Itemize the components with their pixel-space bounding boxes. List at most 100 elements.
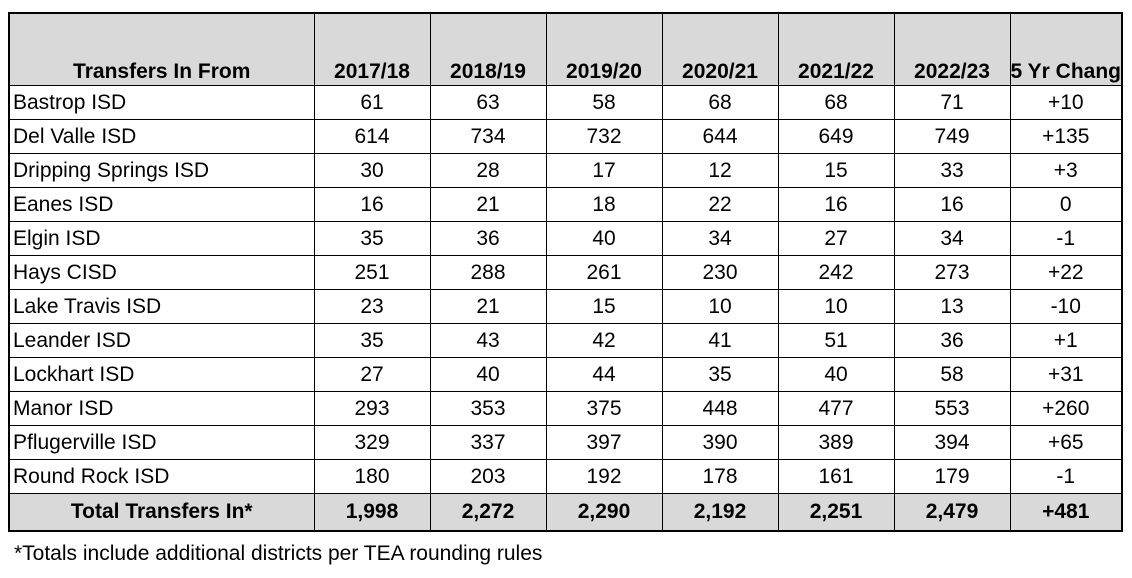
district-name-cell: Hays CISD — [8, 255, 315, 290]
year-value-cell: 13 — [893, 289, 1011, 324]
change-value-cell: +22 — [1009, 255, 1123, 290]
table-row: Eanes ISD 16 21 18 22 16 16 0 — [8, 187, 1123, 222]
year-value-cell: 30 — [313, 153, 431, 188]
table-row: Hays CISD 251 288 261 230 242 273 +22 — [8, 255, 1123, 290]
year-value-cell: 329 — [313, 425, 431, 460]
year-value-cell: 16 — [313, 187, 431, 222]
year-value-cell: 394 — [893, 425, 1011, 460]
change-value-cell: +260 — [1009, 391, 1123, 426]
year-value-cell: 21 — [429, 289, 547, 324]
year-value-cell: 34 — [661, 221, 779, 256]
change-value-cell: -1 — [1009, 459, 1123, 494]
year-value-cell: 180 — [313, 459, 431, 494]
year-value-cell: 16 — [893, 187, 1011, 222]
district-name-cell: Elgin ISD — [8, 221, 315, 256]
year-value-cell: 242 — [777, 255, 895, 290]
table-row: Lake Travis ISD 23 21 15 10 10 13 -10 — [8, 289, 1123, 324]
transfers-in-table: Transfers In From 2017/18 2018/19 2019/20 20… — [8, 12, 1123, 532]
change-value-cell: -10 — [1009, 289, 1123, 324]
year-value-cell: 230 — [661, 255, 779, 290]
year-value-cell: 58 — [893, 357, 1011, 392]
year-value-cell: 40 — [545, 221, 663, 256]
year-value-cell: 43 — [429, 323, 547, 358]
year-value-cell: 27 — [777, 221, 895, 256]
district-name-cell: Bastrop ISD — [8, 85, 315, 120]
table-row: Bastrop ISD 61 63 58 68 68 71 +10 — [8, 85, 1123, 120]
year-value-cell: 477 — [777, 391, 895, 426]
year-value-cell: 261 — [545, 255, 663, 290]
column-header-year: 2019/20 — [545, 12, 663, 86]
district-name-cell: Lockhart ISD — [8, 357, 315, 392]
year-value-cell: 649 — [777, 119, 895, 154]
table-row: Leander ISD 35 43 42 41 51 36 +1 — [8, 323, 1123, 358]
total-year-value-cell: 2,251 — [777, 493, 895, 532]
year-value-cell: 192 — [545, 459, 663, 494]
year-value-cell: 734 — [429, 119, 547, 154]
year-value-cell: 10 — [777, 289, 895, 324]
year-value-cell: 33 — [893, 153, 1011, 188]
year-value-cell: 40 — [429, 357, 547, 392]
column-header-change: 5 Yr Change — [1009, 12, 1123, 86]
table-row: Manor ISD 293 353 375 448 477 553 +260 — [8, 391, 1123, 426]
district-name-cell: Leander ISD — [8, 323, 315, 358]
year-value-cell: 644 — [661, 119, 779, 154]
year-value-cell: 15 — [545, 289, 663, 324]
year-value-cell: 17 — [545, 153, 663, 188]
total-year-value-cell: 2,479 — [893, 493, 1011, 532]
total-year-value-cell: 2,192 — [661, 493, 779, 532]
district-name-cell: Manor ISD — [8, 391, 315, 426]
year-value-cell: 337 — [429, 425, 547, 460]
change-value-cell: +3 — [1009, 153, 1123, 188]
year-value-cell: 44 — [545, 357, 663, 392]
table-body: Bastrop ISD 61 63 58 68 68 71 +10 Del Valle ISD 6… — [8, 85, 1123, 494]
table-row: Dripping Springs ISD 30 28 17 12 15 33 +3 — [8, 153, 1123, 188]
year-value-cell: 40 — [777, 357, 895, 392]
year-value-cell: 161 — [777, 459, 895, 494]
year-value-cell: 375 — [545, 391, 663, 426]
year-value-cell: 27 — [313, 357, 431, 392]
district-name-cell: Dripping Springs ISD — [8, 153, 315, 188]
year-value-cell: 23 — [313, 289, 431, 324]
year-value-cell: 273 — [893, 255, 1011, 290]
total-year-value-cell: 1,998 — [313, 493, 431, 532]
year-value-cell: 18 — [545, 187, 663, 222]
year-value-cell: 397 — [545, 425, 663, 460]
year-value-cell: 448 — [661, 391, 779, 426]
total-year-value-cell: 2,290 — [545, 493, 663, 532]
year-value-cell: 22 — [661, 187, 779, 222]
column-header-year: 2020/21 — [661, 12, 779, 86]
total-label-cell: Total Transfers In* — [8, 493, 315, 532]
column-header-year: 2018/19 — [429, 12, 547, 86]
table-row: Lockhart ISD 27 40 44 35 40 58 +31 — [8, 357, 1123, 392]
year-value-cell: 251 — [313, 255, 431, 290]
table-footer: Total Transfers In* 1,998 2,272 2,290 2,192 2… — [8, 493, 1123, 532]
change-value-cell: +31 — [1009, 357, 1123, 392]
year-value-cell: 10 — [661, 289, 779, 324]
year-value-cell: 68 — [661, 85, 779, 120]
district-name-cell: Lake Travis ISD — [8, 289, 315, 324]
year-value-cell: 42 — [545, 323, 663, 358]
year-value-cell: 63 — [429, 85, 547, 120]
year-value-cell: 553 — [893, 391, 1011, 426]
change-value-cell: +10 — [1009, 85, 1123, 120]
year-value-cell: 51 — [777, 323, 895, 358]
year-value-cell: 68 — [777, 85, 895, 120]
year-value-cell: 71 — [893, 85, 1011, 120]
year-value-cell: 61 — [313, 85, 431, 120]
change-value-cell: +135 — [1009, 119, 1123, 154]
total-year-value-cell: 2,272 — [429, 493, 547, 532]
column-header-year: 2017/18 — [313, 12, 431, 86]
year-value-cell: 36 — [429, 221, 547, 256]
year-value-cell: 15 — [777, 153, 895, 188]
year-value-cell: 353 — [429, 391, 547, 426]
year-value-cell: 732 — [545, 119, 663, 154]
table-row: Elgin ISD 35 36 40 34 27 34 -1 — [8, 221, 1123, 256]
change-value-cell: +1 — [1009, 323, 1123, 358]
header-row: Transfers In From 2017/18 2018/19 2019/20 20… — [8, 12, 1123, 86]
year-value-cell: 41 — [661, 323, 779, 358]
district-name-cell: Pflugerville ISD — [8, 425, 315, 460]
year-value-cell: 389 — [777, 425, 895, 460]
change-value-cell: -1 — [1009, 221, 1123, 256]
year-value-cell: 178 — [661, 459, 779, 494]
table-row: Pflugerville ISD 329 337 397 390 389 394 +65 — [8, 425, 1123, 460]
